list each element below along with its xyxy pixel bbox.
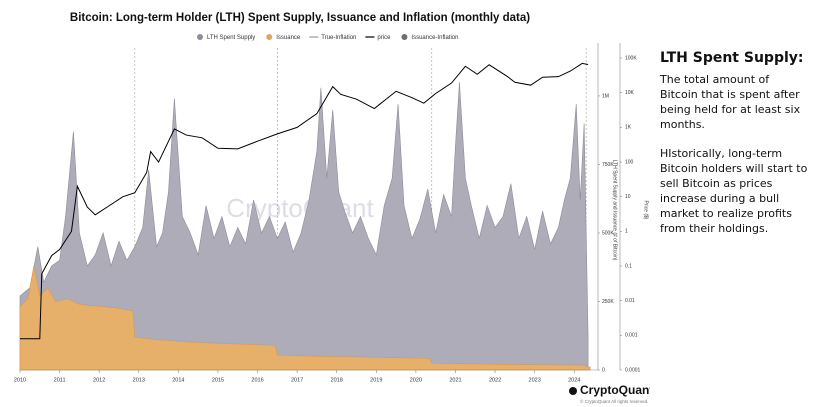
y2-tick-label: 10K [625, 90, 635, 96]
y-tick-label: 500K [602, 230, 614, 236]
x-tick-label: 2021 [449, 377, 461, 383]
y-tick-label: 250K [602, 299, 614, 305]
x-tick-label: 2023 [529, 377, 541, 383]
x-tick-label: 2018 [331, 377, 343, 383]
logo: CryptoQuant © CryptoQuant All rights res… [569, 383, 650, 404]
y-tick-label: 0 [602, 367, 605, 373]
y2-tick-label: 0.0001 [625, 367, 641, 373]
copyright: © CryptoQuant All rights reserved. [580, 398, 648, 404]
y2-tick-label: 0.001 [625, 333, 638, 339]
x-tick-label: 2020 [410, 377, 422, 383]
area-series [19, 82, 589, 371]
brand: CryptoQuant [580, 383, 650, 397]
y2-tick-label: 1 [625, 229, 628, 235]
logo-icon [569, 387, 577, 395]
y2-tick-label: 10 [625, 194, 631, 200]
chart-title: Bitcoin: Long-term Holder (LTH) Spent Su… [70, 12, 530, 24]
x-tick-label: 2024 [568, 377, 580, 383]
x-tick-label: 2010 [14, 377, 26, 383]
y-tick-label: 750K [602, 162, 614, 168]
y2-tick-label: 100K [625, 55, 637, 61]
side-panel: LTH Spent Supply: The total amount of Bi… [660, 50, 810, 250]
x-tick-label: 2013 [133, 377, 145, 383]
y-axis-label: LTH Spent Supply and Issuance (# of Bitc… [612, 160, 618, 261]
side-paragraph: HIstorically, long-term Bitcoin holders … [660, 147, 808, 235]
y2-axis-label: Price ($) [643, 201, 649, 220]
legend-swatch [266, 34, 273, 40]
legend-label: Issuance [276, 35, 301, 41]
y2-tick-label: 0.1 [625, 263, 632, 269]
x-tick-label: 2019 [370, 377, 382, 383]
watermark: CryptoQuant [226, 193, 374, 223]
legend-label: Issuance-Inflation [411, 35, 458, 41]
legend-label: LTH Spent Supply [207, 35, 255, 41]
x-tick-label: 2011 [54, 377, 66, 383]
area-series [19, 265, 591, 371]
legend-swatch [401, 34, 408, 40]
x-tick-label: 2016 [251, 377, 263, 383]
legend-swatch [197, 34, 203, 40]
side-paragraph: The total amount of Bitcoin that is spen… [660, 73, 801, 131]
y2-tick-label: 0.01 [625, 298, 635, 304]
x-tick-label: 2015 [212, 377, 224, 383]
y2-tick-label: 1K [625, 125, 632, 131]
legend-label: True-Inflation [321, 35, 356, 41]
y-tick-label: 1M [602, 93, 609, 99]
x-tick-label: 2022 [489, 377, 501, 383]
side-title: LTH Spent Supply: [660, 50, 804, 66]
y2-tick-label: 100 [625, 159, 634, 165]
x-tick-label: 2014 [172, 377, 184, 383]
chart: Bitcoin: Long-term Holder (LTH) Spent Su… [14, 12, 650, 404]
x-tick-label: 2017 [291, 377, 303, 383]
price-line [20, 62, 589, 340]
legend-label: price [377, 35, 391, 41]
x-tick-label: 2012 [93, 377, 105, 383]
